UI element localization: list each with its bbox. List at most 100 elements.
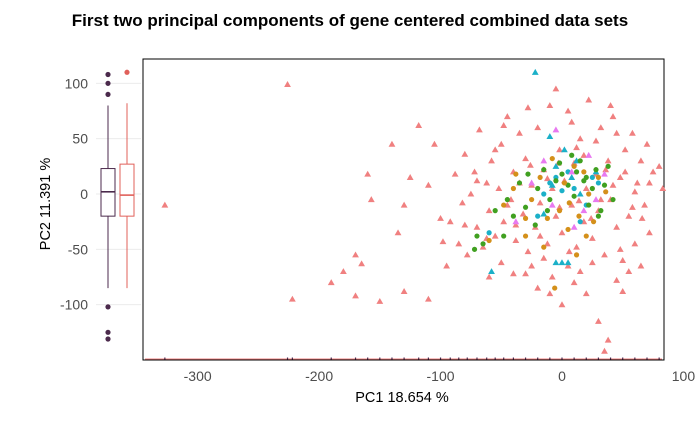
- data-point-triangle: [588, 259, 596, 266]
- data-point-triangle: [573, 243, 580, 250]
- boxplot-outlier: [105, 336, 111, 342]
- data-point-triangle: [570, 223, 578, 230]
- data-point-triangle: [597, 196, 605, 203]
- data-point-triangle: [616, 174, 624, 180]
- data-point-circle: [510, 185, 517, 192]
- data-point-triangle: [585, 96, 593, 103]
- data-point-triangle: [601, 347, 608, 354]
- data-point-triangle: [637, 157, 645, 164]
- data-point-triangle: [576, 135, 584, 142]
- data-point-triangle: [536, 199, 544, 206]
- data-point-triangle: [451, 170, 459, 177]
- data-point-circle: [516, 180, 523, 186]
- data-point-triangle: [534, 124, 542, 131]
- data-point-triangle: [284, 81, 291, 88]
- data-point-triangle: [609, 113, 617, 120]
- data-point-triangle: [522, 270, 529, 277]
- data-point-triangle: [443, 262, 451, 269]
- data-point-triangle: [463, 251, 471, 258]
- data-point-triangle: [522, 155, 529, 162]
- data-point-triangle: [621, 168, 629, 175]
- data-point-triangle: [540, 254, 548, 261]
- data-point-triangle: [601, 170, 608, 177]
- data-point-triangle: [352, 292, 359, 299]
- data-point-triangle: [461, 221, 469, 228]
- plot-panel: [142, 58, 665, 361]
- data-point-triangle: [388, 140, 396, 147]
- data-point-triangle: [488, 157, 495, 164]
- data-point-circle: [569, 152, 575, 158]
- data-point-circle: [566, 200, 572, 206]
- data-point-triangle: [548, 181, 556, 188]
- data-point-triangle: [638, 214, 646, 221]
- y-axis-title: PC2 11.391 %: [38, 158, 54, 251]
- data-point-triangle: [455, 240, 463, 247]
- data-point-triangle: [575, 197, 583, 204]
- data-point-circle: [589, 174, 595, 181]
- data-point-circle: [576, 213, 582, 219]
- data-point-circle: [561, 180, 568, 186]
- boxplot-outlier: [124, 69, 130, 75]
- data-point-triangle: [613, 276, 621, 283]
- data-point-triangle: [483, 179, 491, 186]
- data-point-circle: [593, 167, 599, 173]
- data-point-triangle: [544, 240, 551, 247]
- y-tick-label: -50: [68, 241, 88, 257]
- data-point-circle: [601, 182, 608, 188]
- data-point-triangle: [565, 248, 573, 255]
- data-point-triangle: [631, 240, 639, 247]
- data-point-triangle: [558, 229, 566, 236]
- data-point-triangle: [424, 295, 432, 302]
- data-point-circle: [544, 208, 551, 214]
- data-point-triangle: [597, 124, 605, 131]
- data-point-triangle: [582, 185, 590, 192]
- data-point-triangle: [552, 212, 560, 219]
- data-point-triangle: [568, 201, 576, 208]
- data-point-triangle: [500, 218, 508, 225]
- data-point-circle: [565, 226, 571, 233]
- y-axis-ticks: -100 -50 0 50 100: [60, 75, 88, 312]
- data-point-circle: [522, 204, 529, 210]
- data-point-circle: [480, 241, 486, 247]
- boxplot-outlier: [105, 91, 111, 98]
- data-point-triangle: [400, 201, 408, 208]
- data-point-circle: [571, 185, 577, 192]
- data-point-triangle: [446, 218, 454, 225]
- data-point-circle: [541, 244, 547, 250]
- data-point-triangle: [621, 146, 629, 153]
- data-point-triangle: [524, 248, 532, 255]
- x-tick-label: 100: [672, 368, 696, 384]
- y-tick-label: 100: [65, 75, 89, 91]
- data-point-triangle: [503, 113, 511, 120]
- data-point-circle: [529, 196, 535, 203]
- data-point-triangle: [602, 166, 610, 173]
- data-point-triangle: [552, 85, 560, 92]
- data-point-circle: [598, 208, 604, 214]
- data-point-circle: [586, 191, 592, 197]
- data-point-triangle: [548, 201, 556, 208]
- data-point-circle: [501, 202, 507, 208]
- data-point-triangle: [461, 150, 469, 157]
- data-point-circle: [559, 171, 565, 177]
- data-point-triangle: [585, 151, 593, 158]
- data-point-triangle: [471, 168, 478, 175]
- data-point-triangle: [548, 185, 556, 192]
- data-point-circle: [603, 189, 609, 195]
- data-point-triangle: [424, 181, 432, 188]
- data-point-triangle: [479, 243, 487, 250]
- data-point-triangle: [659, 185, 667, 192]
- data-point-triangle: [613, 223, 621, 230]
- chart-title: First two principal components of gene c…: [72, 11, 628, 30]
- data-point-circle: [486, 230, 492, 236]
- y-tick-label: 50: [72, 131, 88, 147]
- data-point-triangle: [491, 232, 499, 239]
- data-point-circle: [549, 155, 555, 162]
- data-point-triangle: [558, 259, 566, 266]
- data-point-circle: [577, 158, 583, 164]
- y-tick-label: 0: [80, 186, 88, 202]
- data-point-circle: [504, 196, 510, 203]
- data-point-triangle: [609, 181, 617, 188]
- data-point-circle: [556, 160, 563, 166]
- data-point-triangle: [536, 232, 544, 239]
- data-points: [161, 68, 667, 354]
